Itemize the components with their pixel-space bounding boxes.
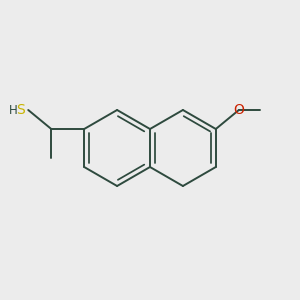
Text: H: H <box>9 103 18 116</box>
Text: S: S <box>16 103 25 117</box>
Text: O: O <box>233 103 244 117</box>
